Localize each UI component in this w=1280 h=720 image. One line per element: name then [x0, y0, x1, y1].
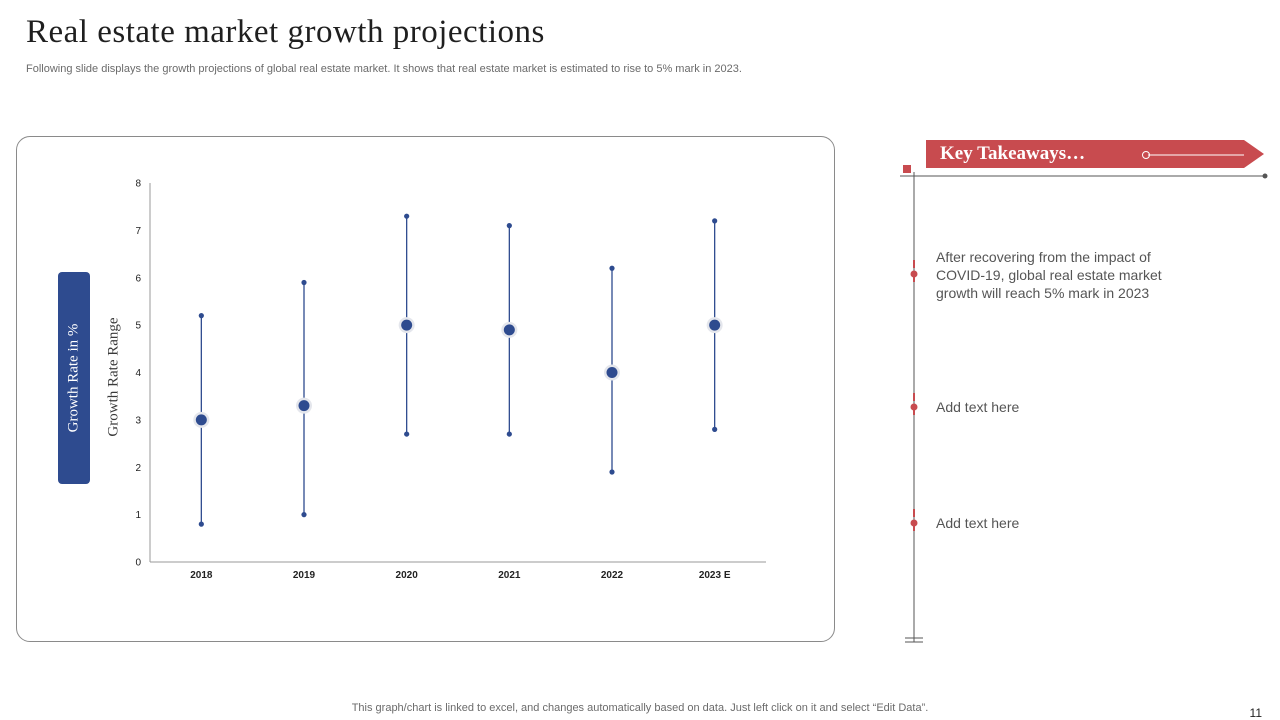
timeline-start-marker — [903, 165, 911, 173]
x-tick-label: 2020 — [396, 570, 419, 581]
x-tick-label: 2023 E — [699, 570, 731, 581]
high-point — [609, 265, 615, 271]
value-point — [195, 414, 207, 426]
low-point — [506, 431, 512, 437]
timeline-node — [910, 270, 918, 278]
timeline-node — [910, 403, 918, 411]
takeaways-title: Key Takeaways… — [940, 143, 1086, 164]
x-tick-label: 2022 — [601, 570, 624, 581]
y-tick-label: 8 — [135, 179, 141, 190]
takeaway-timeline — [900, 165, 1268, 643]
page-number: 11 — [1249, 706, 1262, 720]
chart-panel[interactable] — [16, 136, 835, 642]
y-tick-label: 4 — [135, 368, 141, 379]
high-point — [506, 223, 512, 229]
slide-subtitle: Following slide displays the growth proj… — [26, 63, 742, 75]
y-tick-label: 5 — [135, 321, 141, 332]
low-point — [198, 521, 204, 527]
takeaway-item-2: Add text here — [936, 399, 1020, 415]
y-tick-label: 2 — [135, 463, 141, 474]
high-point — [198, 313, 204, 319]
low-point — [712, 426, 718, 432]
high-point — [404, 213, 410, 219]
value-point — [503, 324, 515, 336]
y-tick-label: 3 — [135, 415, 141, 426]
value-point — [401, 319, 413, 331]
high-point — [712, 218, 718, 224]
timeline-end-dot — [1262, 173, 1268, 179]
takeaways-banner — [926, 140, 1264, 168]
takeaway-item-1: After recovering from the impact of COVI… — [936, 249, 1162, 301]
y-tick-label: 0 — [135, 558, 141, 569]
x-tick-label: 2019 — [293, 570, 316, 581]
y-tick-label: 1 — [135, 510, 141, 521]
takeaway-item-3: Add text here — [936, 515, 1020, 531]
value-point — [709, 319, 721, 331]
low-point — [404, 431, 410, 437]
timeline-node — [910, 519, 918, 527]
x-tick-label: 2021 — [498, 570, 521, 581]
footer-note: This graph/chart is linked to excel, and… — [351, 702, 929, 714]
slide-title: Real estate market growth projections — [26, 14, 545, 50]
low-point — [609, 469, 615, 475]
x-tick-label: 2018 — [190, 570, 213, 581]
chart-marks — [193, 213, 723, 527]
high-point — [301, 279, 307, 286]
low-point — [301, 512, 307, 518]
value-point — [298, 400, 310, 412]
y-tick-label: 7 — [135, 226, 141, 237]
y-tick-label: 6 — [135, 273, 141, 284]
value-point — [606, 367, 618, 378]
growth-rate-badge: Growth Rate in % — [58, 272, 90, 484]
chart-axes: 0 1 2 3 4 5 6 7 8 2018 2019 2020 2021 2022 2023 E — [135, 179, 766, 581]
